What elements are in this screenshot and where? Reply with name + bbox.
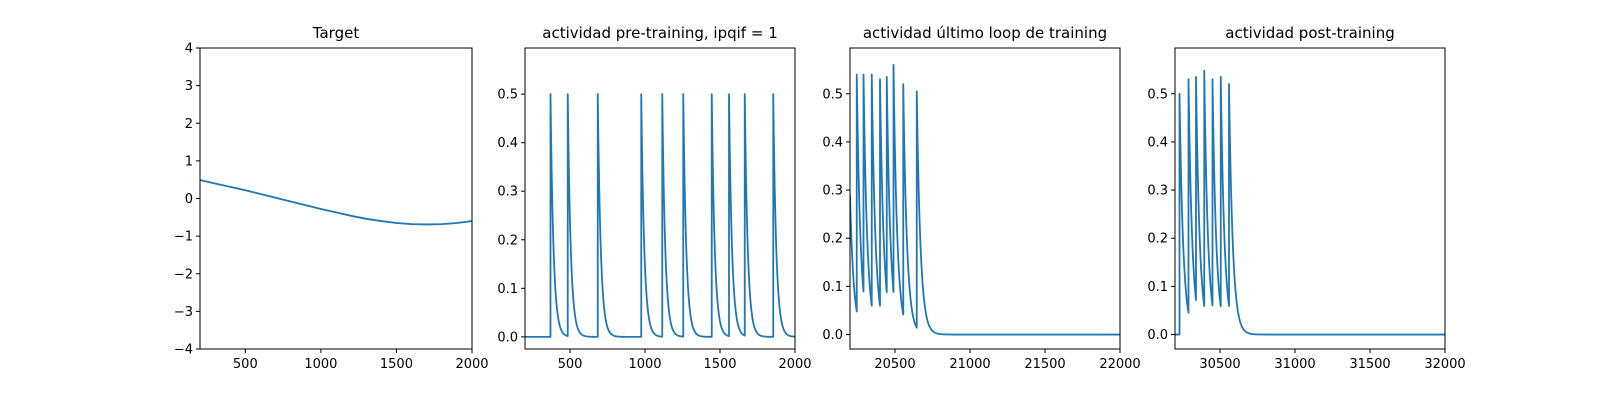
series-line xyxy=(525,93,795,338)
y-tick-label: 4 xyxy=(185,42,193,57)
x-tick-label: 2000 xyxy=(455,357,488,372)
x-tick-label: 500 xyxy=(558,357,583,372)
y-tick-label: 1 xyxy=(185,154,193,169)
x-tick-label: 31500 xyxy=(1349,357,1390,372)
y-tick-label: −3 xyxy=(174,305,193,320)
series-line xyxy=(1175,69,1445,336)
y-tick-label: −2 xyxy=(174,267,193,282)
y-tick-label: 0.1 xyxy=(497,282,518,297)
x-tick-label: 1500 xyxy=(703,357,736,372)
y-tick-label: 0.3 xyxy=(1147,184,1168,199)
y-tick-label: 0.5 xyxy=(822,87,843,102)
x-tick-label: 32000 xyxy=(1424,357,1465,372)
y-tick-label: 0.4 xyxy=(1147,135,1168,150)
y-tick-label: 0.0 xyxy=(497,330,518,345)
last-training-loop-subplot: actividad último loop de training 20500 2… xyxy=(822,24,1140,372)
axes-frame xyxy=(1174,47,1446,350)
y-tick-label: 0.1 xyxy=(1147,280,1168,295)
y-tick-label: 0.2 xyxy=(1147,232,1168,247)
axes-frame xyxy=(524,47,796,350)
y-tick-label: 0.3 xyxy=(497,185,518,200)
y-tick-label: −4 xyxy=(174,343,193,358)
x-tick-label: 500 xyxy=(233,357,258,372)
x-tick-label: 22000 xyxy=(1099,357,1140,372)
y-tick-label: 0.0 xyxy=(822,328,843,343)
y-tick-label: 0.5 xyxy=(1147,87,1168,102)
series-line xyxy=(200,179,472,226)
y-tick-label: 2 xyxy=(185,117,193,132)
x-tick-label: 2000 xyxy=(778,357,811,372)
y-tick-label: 0.2 xyxy=(822,232,843,247)
y-tick-label: 0.3 xyxy=(822,184,843,199)
x-tick-label: 1000 xyxy=(628,357,661,372)
pre-training-subplot: actividad pre-training, ipqif = 1 500 100… xyxy=(497,24,811,372)
subplot-title: actividad pre-training, ipqif = 1 xyxy=(542,24,778,42)
subplot-title: actividad último loop de training xyxy=(863,24,1107,42)
y-tick-label: 0.2 xyxy=(497,233,518,248)
axes-frame xyxy=(199,47,473,350)
y-tick-label: 0.4 xyxy=(822,135,843,150)
x-tick-label: 21000 xyxy=(949,357,990,372)
y-tick-label: 0 xyxy=(185,192,193,207)
y-tick-label: 0.4 xyxy=(497,136,518,151)
x-tick-label: 1500 xyxy=(380,357,413,372)
x-tick-label: 31000 xyxy=(1274,357,1315,372)
x-tick-label: 30500 xyxy=(1199,357,1240,372)
subplot-title: Target xyxy=(312,24,360,42)
x-tick-label: 20500 xyxy=(874,357,915,372)
x-tick-label: 1000 xyxy=(304,357,337,372)
series-line xyxy=(850,63,1120,336)
axes-frame xyxy=(849,47,1121,350)
post-training-subplot: actividad post-training 30500 31000 31500 3… xyxy=(1147,24,1465,372)
x-tick-label: 21500 xyxy=(1024,357,1065,372)
target-subplot: Target 500 1000 1500 2000 −4 −3 −2 −1 0 1 2 3 4 xyxy=(174,24,489,372)
y-tick-label: −1 xyxy=(174,230,193,245)
subplot-title: actividad post-training xyxy=(1225,24,1394,42)
y-tick-label: 3 xyxy=(185,79,193,94)
y-tick-label: 0.1 xyxy=(822,280,843,295)
y-tick-label: 0.5 xyxy=(497,88,518,103)
y-tick-label: 0.0 xyxy=(1147,328,1168,343)
